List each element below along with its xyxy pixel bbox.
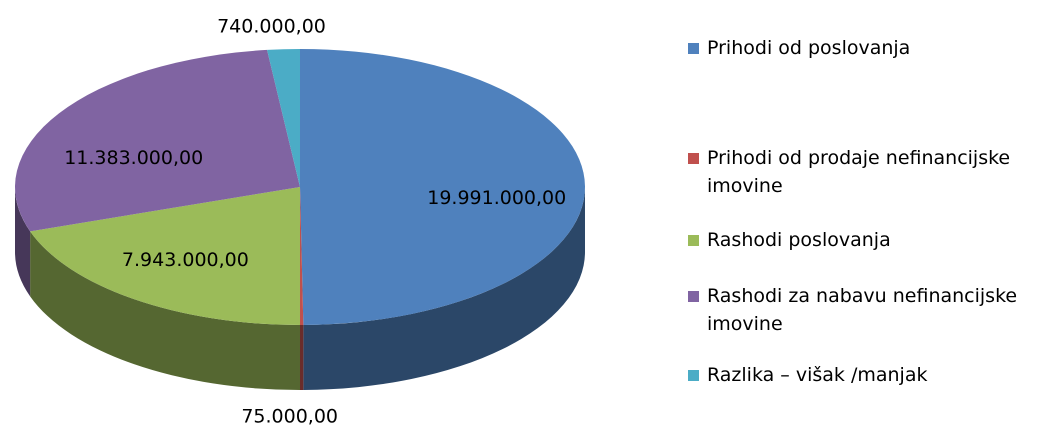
data-label: 19.991.000,00 [427,187,566,209]
legend-item: Rashodi za nabavu nefinancijske imovine [688,282,1053,338]
legend-label: Prihodi od prodaje nefinancijske imovine [707,147,1011,197]
legend-swatch [688,370,699,381]
legend-swatch [688,291,699,302]
pie-slice [300,48,586,325]
data-label: 11.383.000,00 [64,147,203,169]
pie-side [303,187,585,390]
pie-area: 19.991.000,00 75.000,00 7.943.000,00 11.383… [14,16,586,428]
legend-item: Rashodi poslovanja [688,226,1053,254]
pie-slice [300,187,304,325]
legend-item: Prihodi od prodaje nefinancijske imovine [688,144,1053,200]
data-label: 740.000,00 [217,16,326,38]
legend-label: Rashodi za nabavu nefinancijske imovine [707,285,1018,335]
legend-label: Rashodi poslovanja [707,229,891,251]
legend-label: Prihodi od poslovanja [707,37,911,59]
legend-item: Razlika – višak /manjak [688,361,1053,389]
pie-side [15,187,31,297]
legend-item: Prihodi od poslovanja [688,34,1053,62]
data-label: 7.943.000,00 [122,249,249,271]
pie-slice [30,187,301,325]
pie-side [300,324,304,390]
legend-swatch [688,43,699,54]
data-label: 75.000,00 [241,406,338,428]
pie-side [30,231,301,390]
pie-slice [267,49,300,187]
legend-swatch [688,153,699,164]
legend-label: Razlika – višak /manjak [707,364,928,386]
pie-slice [14,49,300,232]
legend-swatch [688,235,699,246]
